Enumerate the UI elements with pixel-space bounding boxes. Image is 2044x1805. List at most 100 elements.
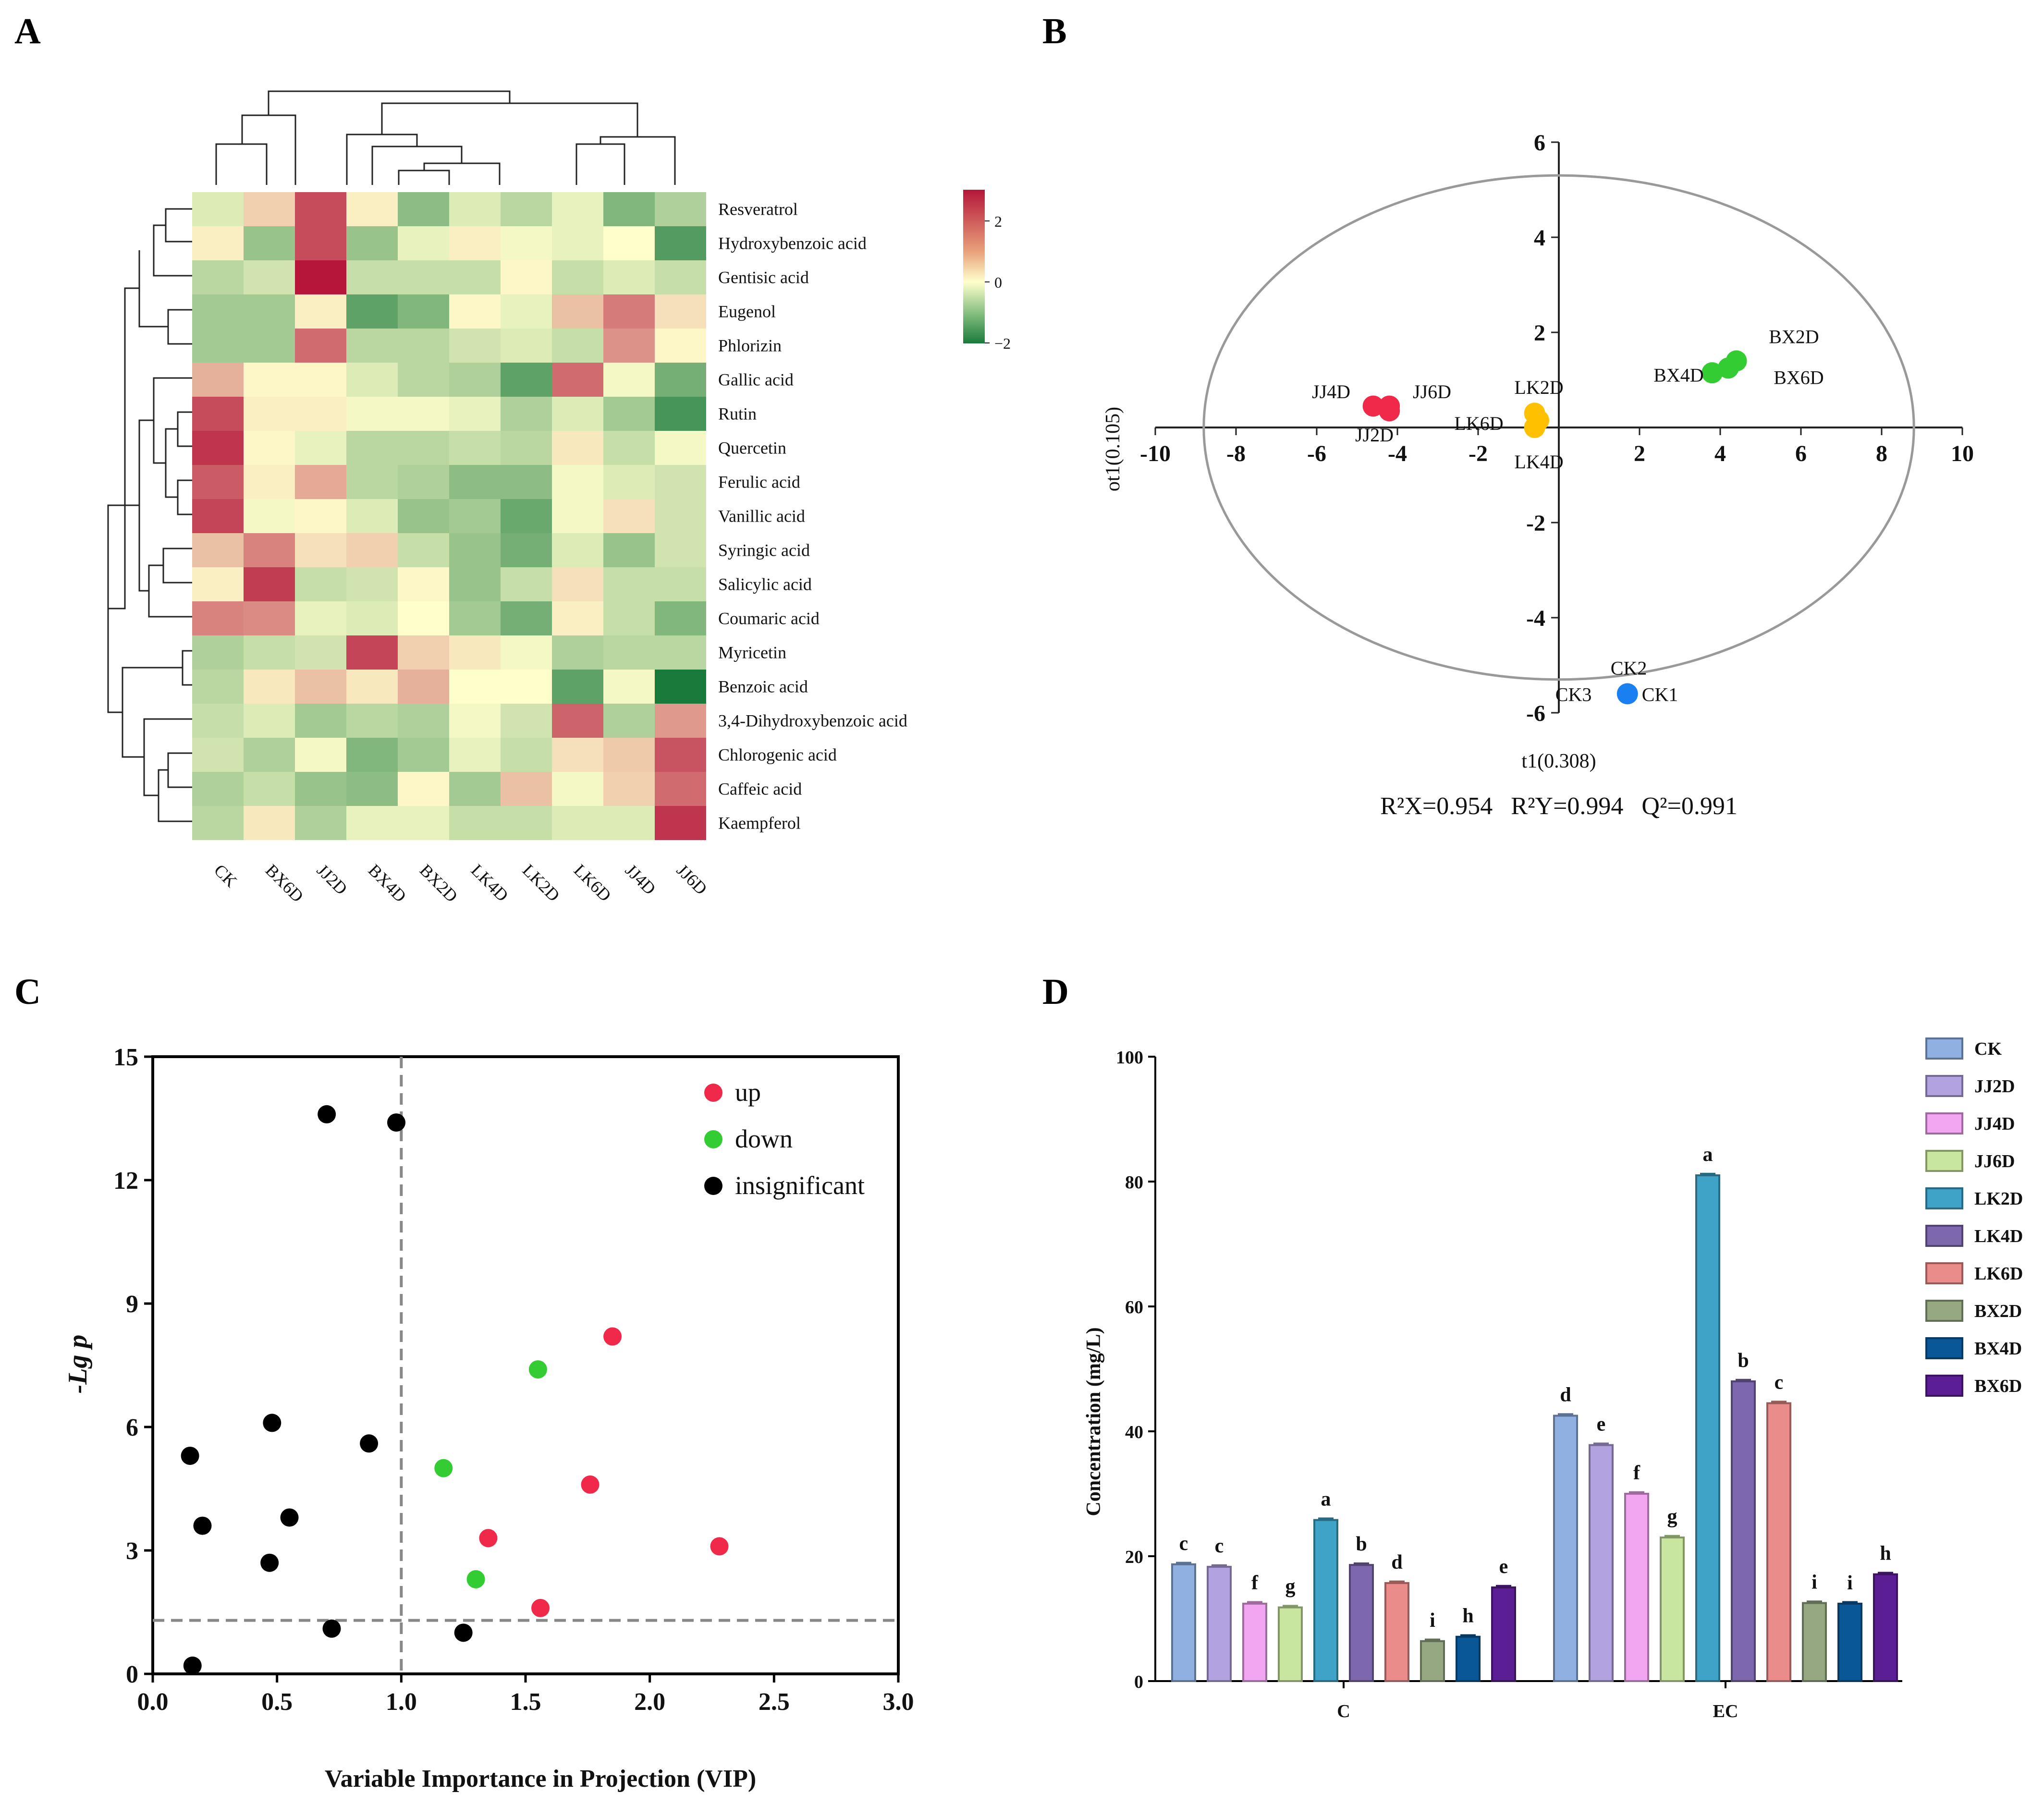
score-plot-x-tick-label: -4 (1388, 441, 1407, 466)
heatmap-cell-phlorizin-lk4d (449, 329, 501, 363)
heatmap-cell-eugenol-jj4d (603, 294, 655, 329)
heatmap-cell-myricetin-jj6d (655, 635, 706, 670)
vip-point-insignificant (280, 1508, 299, 1527)
heatmap-row-label: Eugenol (718, 302, 776, 321)
heatmap-cell-quercetin-jj4d (603, 431, 655, 465)
heatmap-cell-resveratrol-bx2d (398, 192, 449, 226)
heatmap-cell-salicylic-acid-jj4d (603, 567, 655, 601)
heatmap-cell-rutin-lk2d (501, 397, 552, 431)
heatmap-cell-caffeic-acid-ck (192, 772, 244, 806)
heatmap-row-label: Benzoic acid (718, 677, 808, 696)
vip-point-up (531, 1598, 550, 1617)
heatmap-column-labels: CK BX6D JJ2D BX4D BX2D LK4D LK2D LK6D JJ4D JJ6D (210, 860, 711, 906)
heatmap-cell-rutin-bx6d (244, 397, 295, 431)
heatmap-cell-gallic-acid-lk6d (552, 363, 603, 397)
heatmap-cell-quercetin-lk4d (449, 431, 501, 465)
heatmap-cell-rutin-bx2d (398, 397, 449, 431)
heatmap-cell-eugenol-bx2d (398, 294, 449, 329)
significance-letter: c (1215, 1535, 1224, 1557)
heatmap-cell-vanillic-acid-jj4d (603, 499, 655, 533)
heatmap-cell-3-4-dihydroxybenzoic-acid-jj4d (603, 704, 655, 738)
heatmap-cell-gallic-acid-jj6d (655, 363, 706, 397)
bar-ck-ec (1553, 1415, 1578, 1682)
heatmap-cell-gentisic-acid-ck (192, 260, 244, 294)
heatmap-cell-3-4-dihydroxybenzoic-acid-lk2d (501, 704, 552, 738)
stat-r2y: R²Y=0.994 (1511, 793, 1623, 820)
heatmap-cell-3-4-dihydroxybenzoic-acid-jj6d (655, 704, 706, 738)
significance-letter: f (1251, 1572, 1259, 1594)
significance-letter: c (1179, 1533, 1188, 1555)
heatmap-cell-chlorogenic-acid-lk6d (552, 738, 603, 772)
heatmap-cell-gentisic-acid-lk4d (449, 260, 501, 294)
heatmap-cell-rutin-lk4d (449, 397, 501, 431)
vip-point-insignificant (183, 1656, 202, 1675)
heatmap-cell-hydroxybenzoic-acid-lk2d (501, 226, 552, 260)
heatmap-cell-coumaric-acid-ck (192, 601, 244, 635)
heatmap-cell-benzoic-acid-bx6d (244, 670, 295, 704)
legend-marker-down (704, 1130, 722, 1148)
heatmap-cell-salicylic-acid-bx2d (398, 567, 449, 601)
heatmap-cell-benzoic-acid-lk6d (552, 670, 603, 704)
score-plot-y-tick-label: -6 (1526, 701, 1545, 726)
heatmap-cell-coumaric-acid-bx6d (244, 601, 295, 635)
bar-lk6d-c (1384, 1582, 1409, 1682)
heatmap-column-label: CK (210, 860, 241, 891)
vip-plot-xlabel: Variable Importance in Projection (VIP) (325, 1765, 756, 1793)
bar-chart-y-tick-label: 40 (1125, 1422, 1143, 1442)
legend-swatch-jj4d (1925, 1112, 1963, 1134)
heatmap-cell-caffeic-acid-bx4d (346, 772, 398, 806)
heatmap-cell-quercetin-lk6d (552, 431, 603, 465)
vip-plot-y-tick-label: 0 (126, 1661, 138, 1688)
score-point-label: CK2 (1611, 657, 1647, 679)
heatmap-cell-salicylic-acid-lk2d (501, 567, 552, 601)
legend-swatch-lk6d (1925, 1262, 1963, 1284)
heatmap-cell-syringic-acid-jj6d (655, 533, 706, 567)
heatmap-row-label: Syringic acid (718, 541, 810, 560)
vip-plot-x-tick-label: 0.5 (261, 1688, 293, 1716)
heatmap-cell-rutin-bx4d (346, 397, 398, 431)
score-plot-points: JJ4D JJ6D JJ2D LK2D LK6D LK4D BX2D BX4D BX6D CK2 C… (1312, 326, 1824, 706)
heatmap-cell-gentisic-acid-bx6d (244, 260, 295, 294)
heatmap-cell-gallic-acid-lk2d (501, 363, 552, 397)
vip-point-down (434, 1459, 453, 1477)
legend-label-bx6d: BX6D (1974, 1376, 2022, 1396)
heatmap-cell-resveratrol-bx4d (346, 192, 398, 226)
vip-point-insignificant (387, 1113, 405, 1132)
heatmap-cell-coumaric-acid-lk2d (501, 601, 552, 635)
bar-bx2d-c (1420, 1640, 1445, 1683)
heatmap-cell-syringic-acid-lk2d (501, 533, 552, 567)
significance-letter: i (1811, 1572, 1817, 1594)
score-point-label: BX2D (1769, 326, 1819, 348)
bar-bx4d-ec (1837, 1602, 1862, 1683)
heatmap-cell-gallic-acid-jj4d (603, 363, 655, 397)
heatmap-row-label: Rutin (718, 404, 757, 424)
heatmap-cell-syringic-acid-jj2d (295, 533, 346, 567)
vip-point-insignificant (181, 1446, 199, 1465)
heatmap-cell-phlorizin-jj6d (655, 329, 706, 363)
heatmap-cell-coumaric-acid-bx4d (346, 601, 398, 635)
heatmap-cell-caffeic-acid-lk2d (501, 772, 552, 806)
colorbar (963, 190, 985, 343)
score-plot-y-tick-label: -2 (1526, 511, 1545, 536)
heatmap-cell-ferulic-acid-lk6d (552, 465, 603, 499)
heatmap-cell-3-4-dihydroxybenzoic-acid-bx4d (346, 704, 398, 738)
legend-swatch-bx2d (1925, 1300, 1963, 1322)
heatmap-cell-eugenol-lk2d (501, 294, 552, 329)
heatmap-panel: Resveratrol Hydroxybenzoic acid Gentisic a… (107, 90, 1011, 906)
heatmap-cell-quercetin-jj6d (655, 431, 706, 465)
bar-bx4d-c (1456, 1635, 1481, 1682)
legend-label-ck: CK (1974, 1039, 2002, 1059)
stat-r2x: R²X=0.954 (1380, 793, 1493, 820)
heatmap-cell-eugenol-ck (192, 294, 244, 329)
heatmap-cell-kaempferol-bx4d (346, 806, 398, 840)
heatmap-cell-benzoic-acid-jj2d (295, 670, 346, 704)
heatmap-cell-kaempferol-jj4d (603, 806, 655, 840)
score-plot-panel: -10 -8 -6 -4 -2 2 4 6 8 10 6 4 2 -2 -4 -6 JJ4D JJ6D JJ2D L… (1102, 130, 1974, 820)
legend-swatch-bx6d (1925, 1375, 1963, 1397)
bar-chart-legend: CK JJ2D JJ4D JJ6D LK2D LK4D LK6D BX2D BX4D BX6D (1925, 1037, 2023, 1397)
significance-letter: g (1667, 1506, 1677, 1528)
heatmap-cell-gentisic-acid-jj2d (295, 260, 346, 294)
heatmap-cell-resveratrol-bx6d (244, 192, 295, 226)
score-plot-x-tick-label: 4 (1714, 441, 1726, 466)
bar-chart-y-tick-label: 80 (1125, 1172, 1143, 1193)
